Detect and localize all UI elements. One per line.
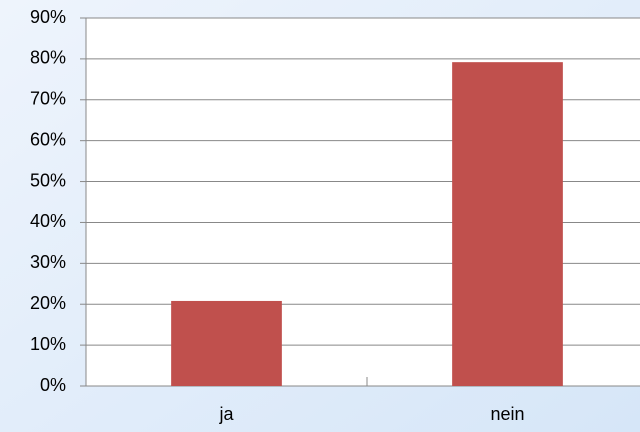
bar <box>452 62 563 386</box>
y-tick-label: 10% <box>30 334 66 354</box>
y-tick-label: 20% <box>30 293 66 313</box>
y-tick-label: 90% <box>30 7 66 27</box>
y-tick-label: 40% <box>30 211 66 231</box>
y-tick-label: 60% <box>30 129 66 149</box>
y-tick-label: 30% <box>30 252 66 272</box>
x-tick-label: nein <box>490 404 524 424</box>
x-tick-label: ja <box>218 404 234 424</box>
bar <box>171 300 282 386</box>
y-tick-label: 80% <box>30 48 66 68</box>
y-tick-label: 0% <box>40 375 66 395</box>
y-tick-label: 70% <box>30 89 66 109</box>
y-tick-label: 50% <box>30 170 66 190</box>
